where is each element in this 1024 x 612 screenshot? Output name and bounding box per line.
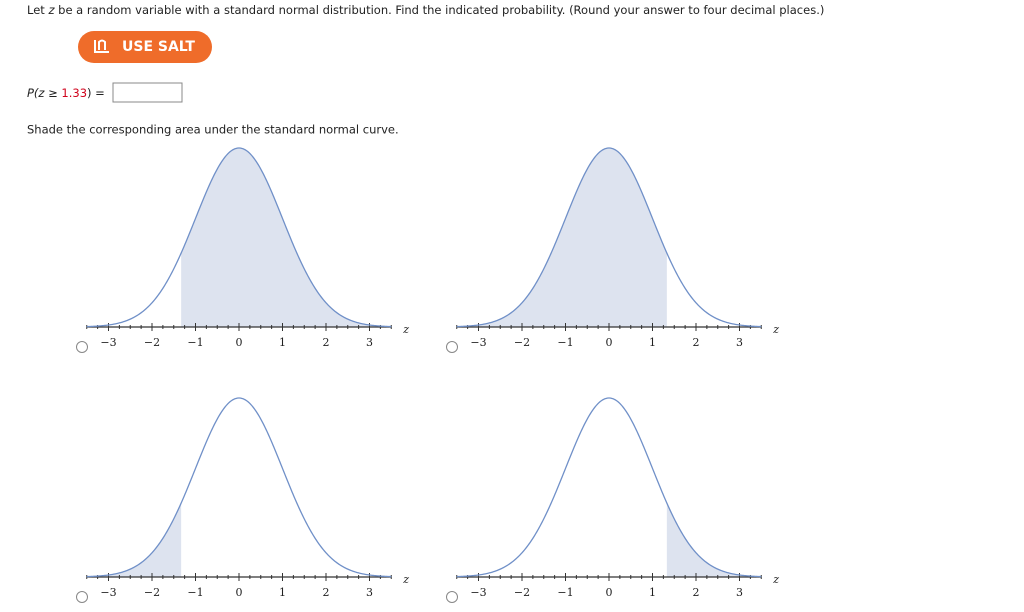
tick-label: −1	[557, 336, 573, 349]
instructions: Let z be a random variable with a standa…	[27, 3, 824, 17]
normal-graph: −3 −2 −1 0 1 2 3 z	[446, 147, 779, 353]
normal-graph: −3 −2 −1 0 1 2 3 z	[76, 397, 409, 603]
axis-variable: z	[402, 323, 409, 336]
tick-label: −2	[144, 336, 160, 349]
answer-input[interactable]	[112, 82, 183, 103]
normal-curve	[86, 397, 392, 578]
tick-label: 2	[693, 586, 700, 599]
tick-label: 3	[736, 336, 743, 349]
probability-value: 1.33	[61, 86, 87, 100]
shaded-area	[456, 148, 667, 327]
tick-label: 0	[606, 586, 613, 599]
tick-label: −2	[514, 586, 530, 599]
tick-label: −2	[514, 336, 530, 349]
tick-label: 1	[649, 336, 656, 349]
tick-label: 2	[323, 586, 330, 599]
tick-label: 3	[366, 336, 373, 349]
normal-curve	[86, 147, 392, 328]
radio-option[interactable]	[76, 591, 88, 603]
tick-label: −3	[100, 586, 116, 599]
normal-curve	[456, 147, 762, 328]
tick-label: −2	[144, 586, 160, 599]
tick-label: 3	[366, 586, 373, 599]
probability: P(z ≥ 1.33) =	[27, 86, 105, 100]
probability-suffix: ) =	[87, 86, 105, 100]
tick-label: 1	[279, 586, 286, 599]
probability-prefix: P(z ≥	[27, 86, 61, 100]
tick-label: −3	[100, 336, 116, 349]
normal-graph: −3 −2 −1 0 1 2 3 z	[446, 397, 779, 603]
tick-label: 0	[236, 586, 243, 599]
salt-button[interactable]: USE SALT	[78, 31, 212, 63]
axis-variable: z	[772, 573, 779, 586]
axis-variable: z	[402, 573, 409, 586]
tick-label: 1	[279, 336, 286, 349]
axis-variable: z	[772, 323, 779, 336]
tick-label: 2	[323, 336, 330, 349]
tick-label: −1	[187, 336, 203, 349]
instructions-variable: z	[47, 3, 55, 17]
shaded-area	[181, 148, 392, 327]
normal-curve	[456, 397, 762, 578]
shaded-area	[86, 503, 182, 577]
tick-label: 2	[693, 336, 700, 349]
radio-option[interactable]	[446, 591, 458, 603]
tick-label: −3	[470, 586, 486, 599]
instructions-after: be a random variable with a standard nor…	[55, 3, 825, 17]
salt-button-label: USE SALT	[122, 39, 195, 55]
tick-label: 0	[236, 336, 243, 349]
tick-label: 1	[649, 586, 656, 599]
tick-label: −1	[187, 586, 203, 599]
tick-label: −1	[557, 586, 573, 599]
shaded-area	[666, 503, 762, 577]
tick-label: 3	[736, 586, 743, 599]
tick-label: −3	[470, 336, 486, 349]
radio-option[interactable]	[446, 341, 458, 353]
radio-option[interactable]	[76, 341, 88, 353]
instructions-before: Let	[27, 3, 48, 17]
shade-prompt: Shade the corresponding area under the s…	[27, 123, 399, 137]
tick-label: 0	[606, 336, 613, 349]
normal-graph: −3 −2 −1 0 1 2 3 z	[76, 147, 409, 353]
